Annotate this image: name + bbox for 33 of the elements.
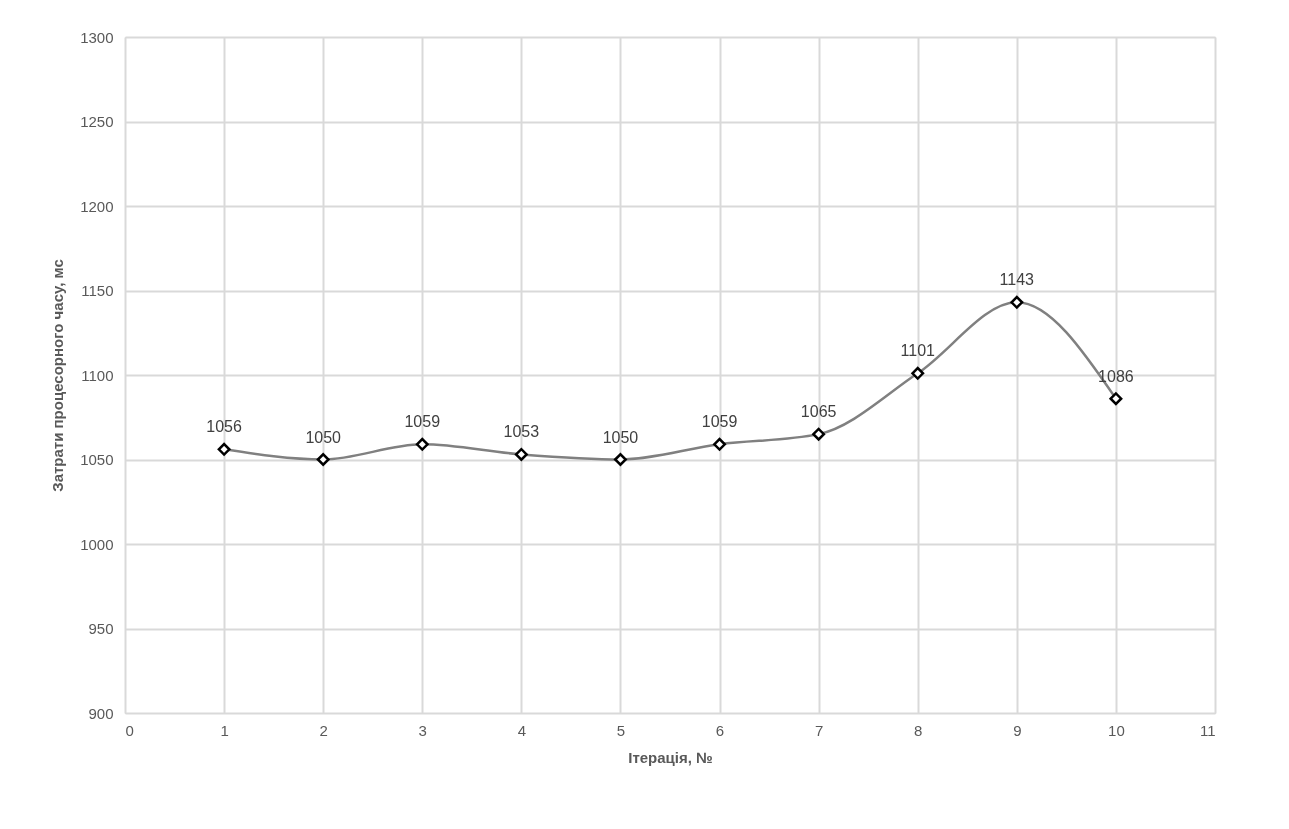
x-tick-label: 0 (125, 721, 134, 739)
y-tick-label: 1000 (80, 535, 114, 553)
y-tick-label: 1050 (80, 451, 114, 468)
x-tick-label: 4 (517, 721, 527, 739)
x-axis-title: Ітерація, № (628, 748, 713, 766)
y-tick-label: 1200 (80, 197, 114, 215)
x-tick-label: 2 (319, 721, 328, 739)
data-label: 1101 (900, 342, 936, 360)
x-tick-label: 11 (1199, 721, 1216, 739)
data-label: 1059 (701, 413, 738, 431)
x-tick-label: 3 (418, 721, 427, 739)
data-label: 1143 (999, 271, 1035, 289)
data-label: 1053 (503, 423, 540, 441)
x-tick-label: 7 (814, 721, 824, 739)
data-label: 1050 (602, 428, 639, 446)
y-axis-title: Затрати процесорного часу, мс (49, 259, 67, 492)
data-label: 1059 (404, 413, 441, 431)
data-label: 1050 (305, 428, 342, 446)
x-tick-label: 9 (1013, 721, 1022, 739)
data-label: 1056 (206, 418, 242, 436)
x-tick-label: 8 (914, 721, 923, 739)
y-tick-label: 1150 (81, 282, 114, 299)
y-tick-label: 950 (88, 620, 114, 637)
y-tick-label: 1100 (81, 366, 114, 384)
data-label: 1086 (1098, 367, 1134, 385)
y-tick-label: 900 (88, 704, 114, 722)
y-tick-label: 1300 (80, 28, 114, 46)
x-tick-label: 6 (715, 721, 725, 739)
y-tick-label: 1250 (80, 113, 114, 130)
data-label: 1065 (800, 403, 837, 421)
x-tick-label: 10 (1108, 721, 1125, 739)
x-tick-label: 1 (220, 721, 229, 739)
x-tick-label: 5 (616, 721, 626, 739)
